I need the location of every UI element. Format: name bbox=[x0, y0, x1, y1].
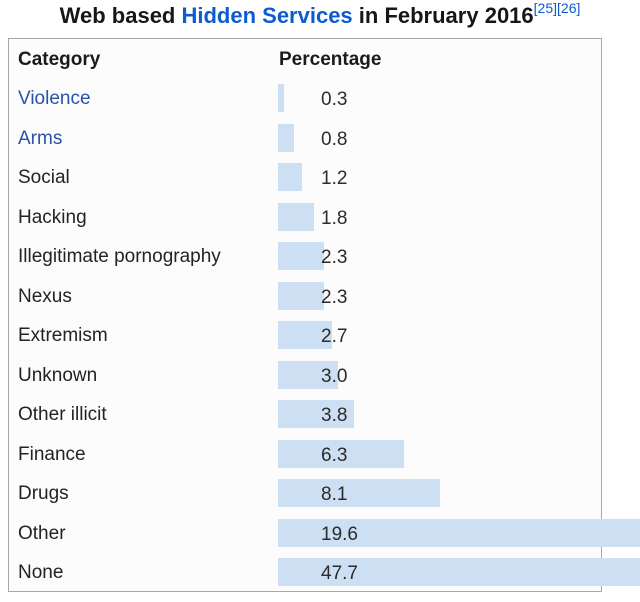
table-row: Illegitimate pornography 2.3 bbox=[9, 237, 601, 277]
hidden-services-link[interactable]: Hidden Services bbox=[181, 3, 353, 28]
table-row: Drugs 8.1 bbox=[9, 474, 601, 514]
table-row: Extremism 2.7 bbox=[9, 316, 601, 356]
table-row: Nexus 2.3 bbox=[9, 277, 601, 317]
ref-26-link[interactable]: [26] bbox=[557, 0, 581, 16]
category-label: Other illicit bbox=[18, 404, 107, 425]
percentage-bar bbox=[278, 518, 640, 547]
percentage-bar bbox=[278, 123, 294, 152]
percentage-bar bbox=[278, 163, 302, 191]
percentage-bar bbox=[278, 202, 314, 231]
category-label: Social bbox=[18, 167, 70, 188]
percentage-value: 47.7 bbox=[321, 563, 358, 584]
category-label: Extremism bbox=[18, 325, 108, 346]
percentage-bar bbox=[278, 558, 640, 586]
title-references: [25][26] bbox=[534, 0, 581, 16]
category-label: None bbox=[18, 562, 64, 583]
percentage-bar bbox=[278, 321, 332, 349]
table-row: Other illicit 3.8 bbox=[9, 395, 601, 435]
category-link[interactable]: Arms bbox=[18, 127, 63, 149]
page-title: Web based Hidden Services in February 20… bbox=[0, 0, 640, 29]
percentage-bar bbox=[278, 360, 338, 389]
category-label: Other bbox=[18, 522, 66, 544]
table-row: Violence 0.3 bbox=[9, 79, 601, 119]
title-prefix: Web based bbox=[59, 3, 182, 28]
category-label: Unknown bbox=[18, 364, 98, 386]
percentage-value: 2.3 bbox=[321, 286, 348, 308]
percentage-value: 8.1 bbox=[321, 484, 348, 505]
ref-25-link[interactable]: [25] bbox=[533, 0, 558, 16]
percentage-bar bbox=[278, 242, 324, 270]
category-link[interactable]: Violence bbox=[18, 88, 91, 109]
percentage-value: 3.8 bbox=[321, 405, 348, 426]
table-body: Violence 0.3 Arms 0.8 Social 1.2 Hacking 1.8 Ill… bbox=[9, 79, 640, 593]
table-row: Unknown 3.0 bbox=[9, 356, 601, 396]
table-row: Hacking 1.8 bbox=[9, 198, 601, 238]
table-row: Social 1.2 bbox=[9, 158, 601, 198]
title-suffix: in February 2016 bbox=[352, 3, 534, 28]
category-label: Illegitimate pornography bbox=[18, 246, 221, 267]
percentage-bar bbox=[278, 84, 284, 112]
hidden-services-table: Category Percentage Violence 0.3 Arms 0.8 So… bbox=[8, 38, 640, 593]
percentage-value: 0.3 bbox=[321, 89, 348, 110]
percentage-bar bbox=[278, 439, 404, 468]
percentage-bar bbox=[278, 281, 324, 310]
percentage-value: 3.0 bbox=[321, 365, 348, 387]
table-header-row: Category Percentage bbox=[9, 39, 601, 79]
category-label: Finance bbox=[18, 443, 86, 465]
percentage-value: 1.2 bbox=[321, 168, 348, 189]
table-row: Arms 0.8 bbox=[9, 119, 601, 159]
table-row: Finance 6.3 bbox=[9, 435, 601, 475]
percentage-bar bbox=[278, 400, 354, 428]
table-row: None 47.7 bbox=[9, 553, 640, 593]
category-column-header: Category bbox=[18, 49, 101, 70]
percentage-value: 19.6 bbox=[321, 523, 358, 545]
percentage-value: 0.8 bbox=[321, 128, 348, 150]
category-label: Hacking bbox=[18, 206, 87, 228]
percentage-column-header: Percentage bbox=[279, 49, 382, 70]
percentage-value: 2.7 bbox=[321, 326, 348, 347]
category-label: Drugs bbox=[18, 483, 69, 504]
percentage-value: 2.3 bbox=[321, 247, 348, 268]
table-row: Other 19.6 bbox=[9, 514, 640, 554]
percentage-value: 6.3 bbox=[321, 444, 348, 466]
percentage-value: 1.8 bbox=[321, 207, 348, 229]
category-label: Nexus bbox=[18, 285, 72, 307]
percentage-bar bbox=[278, 479, 440, 507]
